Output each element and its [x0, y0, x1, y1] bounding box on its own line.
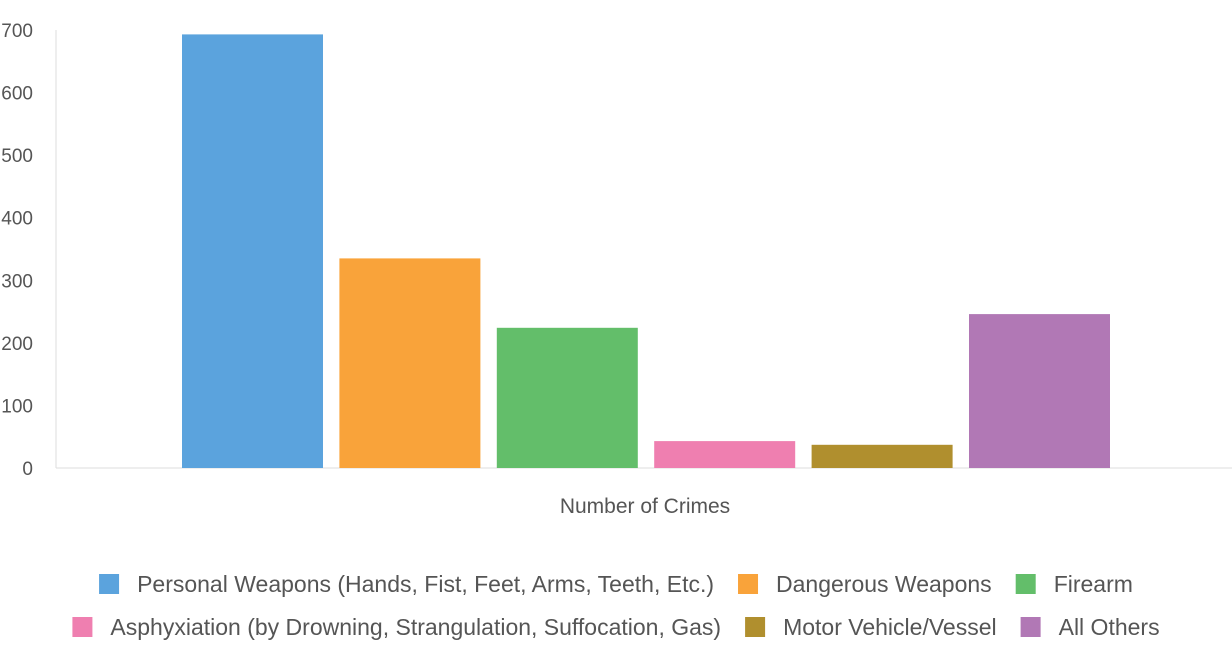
legend-swatch: [1021, 617, 1041, 637]
legend: Personal Weapons (Hands, Fist, Feet, Arm…: [72, 571, 1159, 640]
legend-swatch: [745, 617, 765, 637]
legend-label: Asphyxiation (by Drowning, Strangulation…: [110, 614, 721, 640]
y-tick-label: 700: [1, 21, 33, 42]
legend-item[interactable]: Firearm: [1016, 571, 1133, 597]
legend-label: Personal Weapons (Hands, Fist, Feet, Arm…: [137, 571, 714, 597]
legend-item[interactable]: Motor Vehicle/Vessel: [745, 614, 997, 640]
legend-label: Firearm: [1054, 571, 1133, 597]
bar: [182, 34, 323, 468]
y-tick-label: 600: [1, 84, 33, 105]
x-axis-title: Number of Crimes: [560, 495, 730, 518]
bar: [812, 445, 953, 468]
y-tick-label: 100: [1, 396, 33, 417]
legend-swatch: [72, 617, 92, 637]
legend-swatch: [99, 574, 119, 594]
y-tick-label: 400: [1, 209, 33, 230]
y-tick-label: 500: [1, 146, 33, 167]
bar: [969, 314, 1110, 468]
bar: [339, 258, 480, 468]
legend-swatch: [1016, 574, 1036, 594]
legend-item[interactable]: Dangerous Weapons: [738, 571, 992, 597]
legend-item[interactable]: All Others: [1021, 614, 1160, 640]
legend-swatch: [738, 574, 758, 594]
legend-item[interactable]: Personal Weapons (Hands, Fist, Feet, Arm…: [99, 571, 714, 597]
legend-label: All Others: [1059, 614, 1160, 640]
y-tick-label: 200: [1, 334, 33, 355]
y-tick-label: 300: [1, 271, 33, 292]
bars: [182, 34, 1110, 468]
y-axis-tick-labels: 0 100 200 300 400 500 600 700: [1, 21, 33, 480]
y-tick-label: 0: [22, 459, 33, 480]
bar: [654, 441, 795, 468]
legend-item[interactable]: Asphyxiation (by Drowning, Strangulation…: [72, 614, 721, 640]
bar: [497, 328, 638, 468]
legend-label: Dangerous Weapons: [776, 571, 992, 597]
legend-label: Motor Vehicle/Vessel: [783, 614, 997, 640]
